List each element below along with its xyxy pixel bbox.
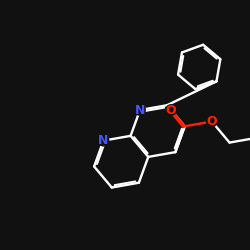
Circle shape xyxy=(135,105,145,115)
Text: N: N xyxy=(98,134,109,147)
Circle shape xyxy=(166,105,176,115)
Text: O: O xyxy=(206,115,217,128)
Circle shape xyxy=(98,135,109,146)
Text: N: N xyxy=(135,104,145,117)
Text: O: O xyxy=(166,104,176,117)
Circle shape xyxy=(206,116,217,127)
